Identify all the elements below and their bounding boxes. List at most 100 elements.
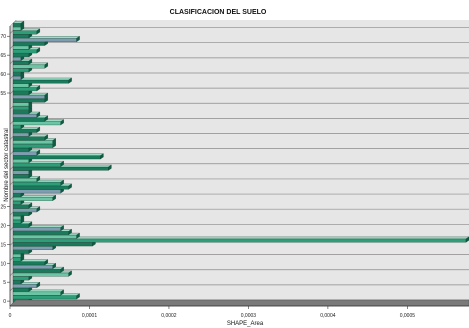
bar-front — [12, 197, 53, 201]
bar-end — [108, 164, 112, 171]
bar-front — [12, 34, 30, 39]
bar-end — [76, 232, 80, 239]
bar-front — [12, 268, 61, 273]
bar-front — [12, 41, 45, 46]
bar-front — [12, 132, 30, 137]
bar-front — [12, 295, 77, 300]
bar-front — [12, 94, 45, 99]
x-tick-label: 0,0003 — [241, 313, 257, 319]
bar-end — [68, 229, 72, 235]
bar-front — [12, 87, 37, 92]
bar-end — [52, 141, 56, 148]
bar-front — [12, 110, 30, 114]
bar-front — [12, 189, 61, 194]
bar-front — [12, 178, 37, 182]
bar-front — [12, 166, 109, 171]
bar-end — [52, 194, 56, 201]
y-tick-label: 25 — [0, 205, 6, 211]
bar-front — [12, 276, 30, 281]
bar-front — [12, 113, 37, 118]
bar-top — [12, 236, 469, 240]
bar-front — [12, 291, 61, 296]
bar-end — [68, 77, 72, 84]
bar-end — [28, 221, 33, 228]
bar-end — [44, 115, 48, 122]
bar-front — [12, 49, 37, 54]
bars — [12, 20, 469, 304]
bar-end — [36, 281, 40, 288]
bar-front — [12, 83, 30, 88]
bar-end — [60, 119, 64, 126]
x-tick-label: 0 — [9, 313, 12, 319]
bar-front — [12, 151, 37, 156]
bar-end — [20, 24, 25, 31]
bar-front — [12, 208, 37, 213]
bar-end — [36, 126, 40, 133]
bar-front — [12, 79, 69, 84]
bar-front — [12, 30, 37, 35]
bar-front — [12, 136, 45, 141]
bar-end — [60, 289, 64, 296]
bar-end — [36, 206, 40, 213]
bar-front — [12, 185, 69, 190]
bar-end — [28, 107, 33, 114]
bar-end — [52, 138, 56, 145]
bar-front — [12, 102, 30, 107]
bar-front — [12, 128, 37, 133]
bar-end — [44, 134, 48, 141]
bar-front — [12, 238, 467, 243]
bar-end — [28, 104, 33, 111]
x-tick-label: 0,0005 — [400, 313, 416, 319]
x-axis: 0 0,0001 0,0002 0,0003 0,0004 0,0005 — [9, 306, 416, 319]
bar-front — [12, 23, 22, 27]
bar-front — [12, 200, 22, 205]
bar-front — [12, 250, 30, 254]
bar-front — [12, 246, 53, 250]
bar-front — [12, 231, 69, 235]
bar-front — [12, 60, 30, 65]
bar-end — [76, 36, 80, 43]
y-tick-label: 65 — [0, 53, 6, 59]
bar-end — [44, 96, 48, 103]
y-axis-title: Nombre del sector catastral — [4, 128, 10, 201]
bar-front — [12, 98, 45, 103]
bar-front — [12, 265, 53, 269]
bar — [12, 20, 25, 27]
bar-front — [12, 280, 22, 285]
bar-end — [60, 225, 64, 232]
bar-front — [12, 68, 30, 73]
bar-front — [12, 261, 45, 266]
floor-surface — [9, 299, 469, 307]
bar-front — [12, 253, 22, 258]
bar-end — [28, 202, 33, 209]
bar-end — [44, 92, 48, 99]
bar-end — [68, 183, 72, 190]
x-tick-label: 0,0001 — [82, 313, 98, 319]
bar-end — [20, 255, 25, 262]
bar-end — [28, 58, 33, 65]
bar-front — [12, 234, 77, 239]
bar-front — [12, 227, 61, 232]
bar-end — [36, 85, 40, 92]
bar-end — [100, 153, 104, 160]
bar-end — [60, 160, 64, 167]
bar-front — [12, 45, 30, 50]
bar-end — [20, 73, 25, 80]
bar-front — [12, 204, 30, 209]
y-tick-label: 70 — [0, 34, 6, 40]
bar-front — [12, 57, 22, 61]
bar-end — [20, 217, 25, 224]
y-axis: 0 5 10 15 20 25 55 60 65 70 — [0, 34, 10, 305]
y-tick-label: 20 — [0, 223, 6, 229]
x-tick-label: 0,0004 — [320, 313, 336, 319]
bar-front — [12, 125, 22, 129]
bar — [12, 236, 469, 243]
bar-front — [12, 64, 45, 69]
bar-front — [12, 170, 30, 175]
bar-front — [12, 181, 61, 186]
bar-front — [12, 38, 77, 42]
bar-end — [36, 47, 40, 54]
bar-end — [44, 62, 48, 69]
bar-front — [12, 106, 30, 110]
